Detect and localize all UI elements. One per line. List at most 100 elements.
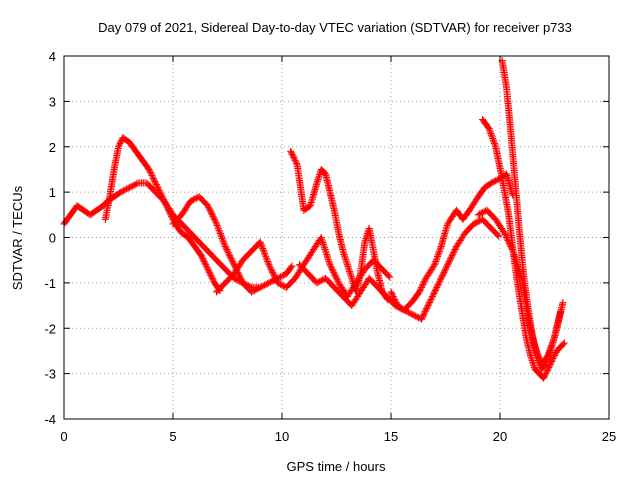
data-point (434, 251, 442, 259)
data-point (437, 244, 445, 252)
data-point (491, 141, 499, 149)
data-point (290, 153, 298, 161)
data-point (148, 171, 156, 179)
data-point (317, 277, 325, 285)
data-point (559, 299, 567, 307)
data-point (264, 257, 272, 265)
data-point (328, 265, 336, 273)
data-point (489, 178, 497, 186)
data-point (449, 250, 457, 258)
data-point (436, 246, 444, 254)
data-point (124, 184, 132, 192)
data-point (164, 205, 172, 213)
data-point (289, 152, 297, 160)
data-point (208, 211, 216, 219)
data-point (209, 276, 217, 284)
data-point (236, 273, 244, 281)
data-point (291, 156, 299, 164)
data-point (435, 279, 443, 287)
chart-title: Day 079 of 2021, Sidereal Day-to-day VTE… (98, 20, 572, 35)
data-point (221, 243, 229, 251)
data-point (549, 355, 557, 362)
data-point (266, 262, 274, 270)
data-point (420, 277, 428, 285)
data-point (544, 351, 552, 359)
data-point (261, 281, 269, 289)
data-point (274, 279, 282, 287)
data-point (385, 272, 393, 280)
data-point (504, 237, 512, 245)
y-tick-label: 2 (49, 140, 56, 155)
data-point (500, 229, 508, 237)
data-point (168, 212, 176, 220)
data-point (431, 261, 439, 269)
data-point (259, 245, 267, 253)
data-point (406, 309, 414, 317)
data-point (418, 314, 426, 322)
x-axis-label: GPS time / hours (287, 459, 386, 474)
data-point (425, 300, 433, 308)
data-point (473, 218, 481, 226)
data-point (288, 262, 296, 270)
data-point (534, 351, 542, 359)
data-point (391, 297, 399, 305)
data-point (121, 186, 129, 194)
data-point (559, 340, 567, 348)
data-point (490, 138, 498, 146)
data-point (388, 291, 396, 299)
data-point (490, 178, 498, 186)
data-point (204, 265, 212, 273)
data-point (202, 262, 210, 270)
data-point (158, 193, 166, 201)
data-point (474, 211, 482, 219)
data-point (198, 253, 206, 261)
data-point (549, 338, 557, 346)
data-point (407, 310, 415, 318)
data-point (499, 227, 507, 235)
data-point (188, 196, 196, 204)
data-point (157, 190, 165, 198)
data-point (387, 288, 395, 296)
data-point (293, 159, 301, 167)
data-point (505, 238, 513, 246)
data-point (165, 206, 173, 214)
data-point (470, 220, 478, 228)
data-point (426, 299, 434, 307)
series-track-c (169, 193, 263, 296)
data-point (434, 282, 442, 290)
data-point (153, 182, 161, 190)
data-point (127, 183, 135, 191)
x-tick-label: 25 (602, 429, 616, 444)
data-point (201, 259, 209, 267)
data-point (435, 248, 443, 256)
data-point (540, 374, 548, 382)
data-point (541, 371, 549, 379)
data-point (448, 252, 456, 260)
x-tick-label: 0 (60, 429, 67, 444)
data-point (326, 261, 334, 269)
data-point (447, 253, 455, 261)
data-point (150, 176, 158, 184)
series-track-g (387, 170, 517, 314)
data-point (197, 252, 205, 260)
data-point (117, 138, 125, 146)
data-point (415, 288, 423, 296)
data-point (115, 141, 123, 149)
data-point (545, 364, 553, 372)
data-point (204, 202, 212, 210)
data-point (534, 352, 542, 360)
data-point (256, 283, 264, 291)
data-point (329, 267, 337, 275)
data-point (163, 203, 171, 211)
data-point (217, 231, 225, 239)
data-point (218, 233, 226, 241)
series-track-a (60, 179, 296, 291)
data-point (207, 208, 215, 216)
data-point (272, 276, 280, 284)
data-point (430, 289, 438, 297)
data-point (166, 209, 174, 217)
data-point (452, 244, 460, 252)
data-point (115, 143, 122, 151)
data-point (418, 283, 426, 291)
